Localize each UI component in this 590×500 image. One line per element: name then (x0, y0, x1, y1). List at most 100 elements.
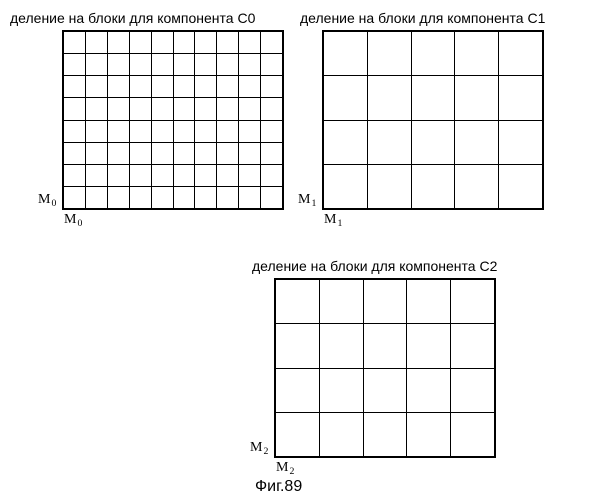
grid-row (324, 32, 542, 75)
grid-cell (107, 187, 129, 208)
grid-cell (324, 165, 367, 208)
grid-cell (324, 121, 367, 164)
grid-cell (450, 324, 494, 367)
grid-cell (216, 54, 238, 75)
grid-cell (107, 32, 129, 53)
grid-cell (276, 324, 319, 367)
grid-cell (64, 143, 85, 164)
grid-row (64, 142, 282, 164)
grid-cell (406, 413, 450, 456)
grid-cell (85, 165, 107, 186)
grid-cell (107, 121, 129, 142)
grid-row (276, 412, 494, 456)
grid-cell (454, 165, 498, 208)
grid-cell (64, 165, 85, 186)
grid-cell (107, 76, 129, 97)
grid-cell (454, 76, 498, 119)
grid-cell (216, 165, 238, 186)
grid-cell (411, 32, 455, 75)
grid-cell (363, 324, 407, 367)
grid-row (276, 323, 494, 367)
grid-cell (260, 98, 282, 119)
grid-cell (129, 165, 151, 186)
grid-cell (216, 143, 238, 164)
grid-cell (238, 98, 260, 119)
grid-cell (151, 32, 173, 53)
grid-cell (129, 32, 151, 53)
grid-cell (238, 32, 260, 53)
grid-cell (151, 165, 173, 186)
grid-cell (173, 98, 195, 119)
grid-cell (107, 54, 129, 75)
grid-cell (64, 98, 85, 119)
grid-cell (319, 280, 363, 323)
grid-cell (260, 54, 282, 75)
grid-cell (324, 76, 367, 119)
grid-row (324, 120, 542, 164)
grid-cell (367, 32, 411, 75)
grid-c1 (322, 30, 544, 210)
grid-cell (238, 187, 260, 208)
grid-cell (173, 32, 195, 53)
grid-cell (319, 324, 363, 367)
grid-cell (151, 54, 173, 75)
grid-cell (64, 121, 85, 142)
grid-title-c0: деление на блоки для компонента C0 (10, 10, 255, 26)
grid-row (64, 75, 282, 97)
grid-cell (450, 413, 494, 456)
grid-cell (107, 165, 129, 186)
grid-cell (129, 187, 151, 208)
grid-cell (173, 187, 195, 208)
grid-cell (367, 121, 411, 164)
grid-cell (363, 369, 407, 412)
grid-cell (216, 98, 238, 119)
grid-cell (450, 369, 494, 412)
grid-cell (194, 76, 216, 97)
figure-canvas: деление на блоки для компонента C0 M0 M0 де… (0, 0, 590, 500)
grid-cell (64, 32, 85, 53)
grid-cell (194, 121, 216, 142)
grid-cell (194, 143, 216, 164)
grid-row (64, 97, 282, 119)
grid-cell (107, 143, 129, 164)
grid-row (324, 164, 542, 208)
y-axis-label-c1: M1 (298, 192, 316, 208)
grid-cell (406, 280, 450, 323)
grid-cell (173, 165, 195, 186)
grid-cell (216, 32, 238, 53)
grid-cell (498, 32, 542, 75)
x-axis-label-c1: M1 (324, 212, 342, 228)
grid-cell (194, 165, 216, 186)
grid-cell (276, 280, 319, 323)
grid-cell (367, 76, 411, 119)
grid-row (276, 280, 494, 323)
grid-cell (85, 121, 107, 142)
grid-cell (194, 98, 216, 119)
grid-row (64, 53, 282, 75)
grid-cell (129, 54, 151, 75)
grid-cell (107, 98, 129, 119)
grid-cell (151, 187, 173, 208)
grid-cell (260, 143, 282, 164)
grid-cell (194, 32, 216, 53)
grid-c0 (62, 30, 284, 210)
grid-cell (129, 121, 151, 142)
grid-cell (216, 121, 238, 142)
grid-cell (129, 76, 151, 97)
x-axis-label-c0: M0 (64, 212, 82, 228)
grid-cell (238, 121, 260, 142)
grid-title-c1: деление на блоки для компонента C1 (300, 10, 545, 26)
grid-cell (85, 54, 107, 75)
grid-cell (194, 187, 216, 208)
grid-cell (173, 54, 195, 75)
grid-cell (260, 76, 282, 97)
x-axis-label-c2: M2 (276, 460, 294, 476)
grid-c2 (274, 278, 496, 458)
grid-cell (173, 143, 195, 164)
y-axis-label-c0: M0 (38, 192, 56, 208)
grid-cell (85, 32, 107, 53)
grid-cell (367, 165, 411, 208)
grid-cell (450, 280, 494, 323)
grid-cell (151, 98, 173, 119)
grid-cell (363, 280, 407, 323)
